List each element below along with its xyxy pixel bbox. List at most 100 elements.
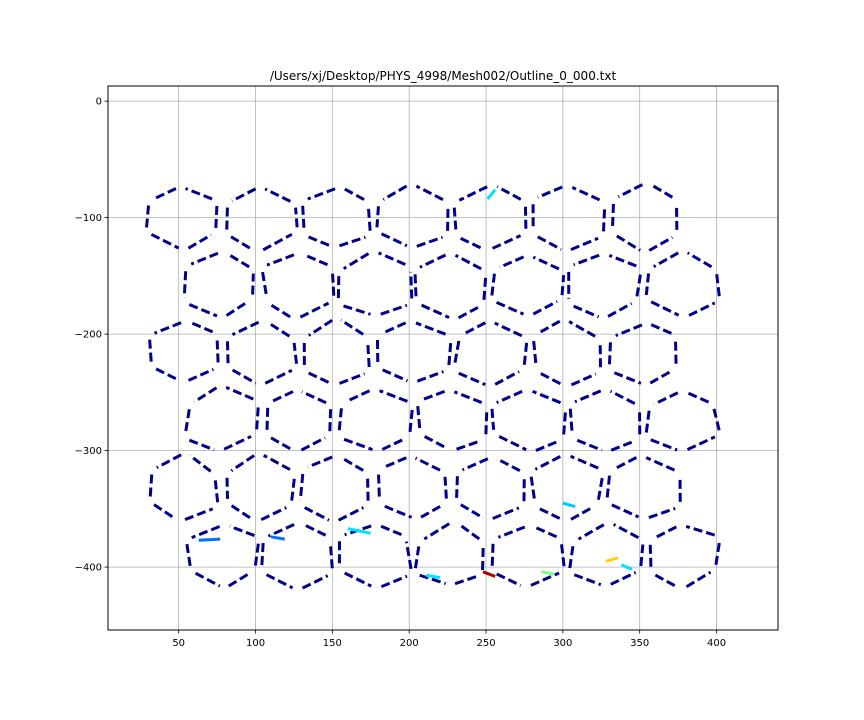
- cell-edge: [453, 390, 483, 404]
- cell-edge: [415, 184, 444, 201]
- cell-edge: [522, 342, 529, 365]
- cell-edge: [447, 340, 453, 366]
- cell-edge: [328, 409, 333, 432]
- x-tick-label: 50: [172, 638, 185, 649]
- cell-edge: [307, 235, 331, 248]
- cell-edge: [375, 206, 380, 228]
- cell-edge: [340, 318, 364, 336]
- cell-edge: [639, 544, 645, 567]
- cell-edge: [423, 522, 451, 541]
- cell-edge: [419, 253, 447, 269]
- cell-edge: [568, 320, 596, 338]
- cell-edge: [531, 389, 562, 405]
- cell-edge: [194, 571, 221, 588]
- highlight-edge: [605, 556, 619, 563]
- cell-edge: [413, 274, 418, 299]
- cell-edge: [231, 368, 257, 385]
- x-tick-label: 300: [553, 638, 572, 649]
- x-tick-label: 150: [323, 638, 342, 649]
- cell-edge: [456, 439, 482, 451]
- cell-edge: [225, 207, 229, 230]
- highlight-edge: [425, 573, 441, 580]
- cell-edge: [409, 271, 414, 299]
- cell-edge: [648, 507, 676, 520]
- cell-edge: [650, 323, 673, 335]
- cell-edge: [568, 546, 575, 569]
- cell-edge: [423, 435, 449, 450]
- grid-lines: [108, 86, 778, 630]
- cell-edge: [653, 525, 678, 540]
- cell-edge: [573, 573, 602, 587]
- cell-edge: [596, 474, 605, 500]
- cell-edge: [654, 573, 679, 589]
- x-tick-label: 200: [400, 638, 419, 649]
- cell-edge: [653, 251, 680, 268]
- cell-edge: [381, 437, 406, 451]
- cell-edge: [495, 300, 525, 316]
- highlight-edge: [198, 537, 221, 542]
- cell-edge: [494, 370, 520, 386]
- cell-edge: [573, 304, 600, 319]
- cell-edge: [377, 474, 381, 500]
- cell-edge: [610, 439, 636, 452]
- cell-edge: [260, 506, 287, 522]
- cell-edge: [532, 255, 560, 271]
- cell-edge: [568, 408, 574, 434]
- plot-area: [145, 183, 722, 590]
- cell-edge: [536, 319, 561, 335]
- cell-edge: [650, 300, 680, 317]
- x-axis-ticks: 50 100 150 200 250 300 350 400: [172, 630, 726, 649]
- cell-edge: [380, 232, 408, 248]
- cell-edge: [184, 507, 214, 521]
- cell-edge: [460, 237, 484, 251]
- cell-edge: [188, 303, 218, 318]
- cell-edge: [712, 407, 721, 431]
- cell-edge: [644, 410, 651, 434]
- x-tick-label: 100: [246, 638, 265, 649]
- cell-edge: [153, 321, 182, 335]
- cell-edge: [496, 457, 521, 473]
- cell-edge: [189, 321, 214, 334]
- cell-edge: [150, 233, 180, 250]
- highlight-edge: [562, 501, 576, 508]
- cell-edge: [307, 371, 332, 385]
- cell-edge: [573, 253, 600, 267]
- cell-edge: [421, 389, 446, 402]
- y-tick-label: −200: [75, 330, 102, 341]
- cell-edge: [574, 389, 602, 404]
- cell-edge: [251, 273, 255, 295]
- highlight-edge: [541, 570, 554, 576]
- cell-edge: [300, 436, 326, 452]
- cell-edge: [307, 455, 333, 469]
- cell-edge: [290, 476, 297, 501]
- cell-edge: [617, 183, 644, 199]
- cell-edge: [649, 369, 673, 385]
- y-axis-ticks: 0 −100 −200 −300 −400: [75, 97, 108, 574]
- cell-edge: [419, 573, 447, 586]
- cell-edge: [420, 503, 444, 519]
- cell-edge: [339, 235, 366, 248]
- cell-edge: [611, 503, 640, 519]
- cell-edge: [215, 338, 220, 363]
- cell-edge: [366, 206, 372, 231]
- cell-edge: [270, 303, 292, 319]
- cell-edge: [529, 476, 537, 503]
- cell-edge: [225, 385, 254, 401]
- cell-edge: [635, 272, 643, 297]
- cell-edge: [560, 275, 566, 296]
- cell-edge: [644, 273, 651, 296]
- cell-edge: [340, 456, 364, 472]
- cell-edge: [496, 389, 523, 405]
- cell-edge: [613, 456, 638, 471]
- highlight-edge: [486, 188, 497, 200]
- cell-edge: [496, 185, 522, 201]
- cell-edge: [607, 342, 612, 367]
- cell-edge: [270, 436, 294, 452]
- cell-edge: [384, 504, 413, 519]
- cell-edge: [261, 271, 269, 299]
- cell-edge: [492, 506, 520, 520]
- cell-edge: [686, 251, 713, 269]
- cell-edge: [605, 475, 611, 499]
- cell-edge: [443, 476, 448, 499]
- cell-edge: [570, 236, 599, 252]
